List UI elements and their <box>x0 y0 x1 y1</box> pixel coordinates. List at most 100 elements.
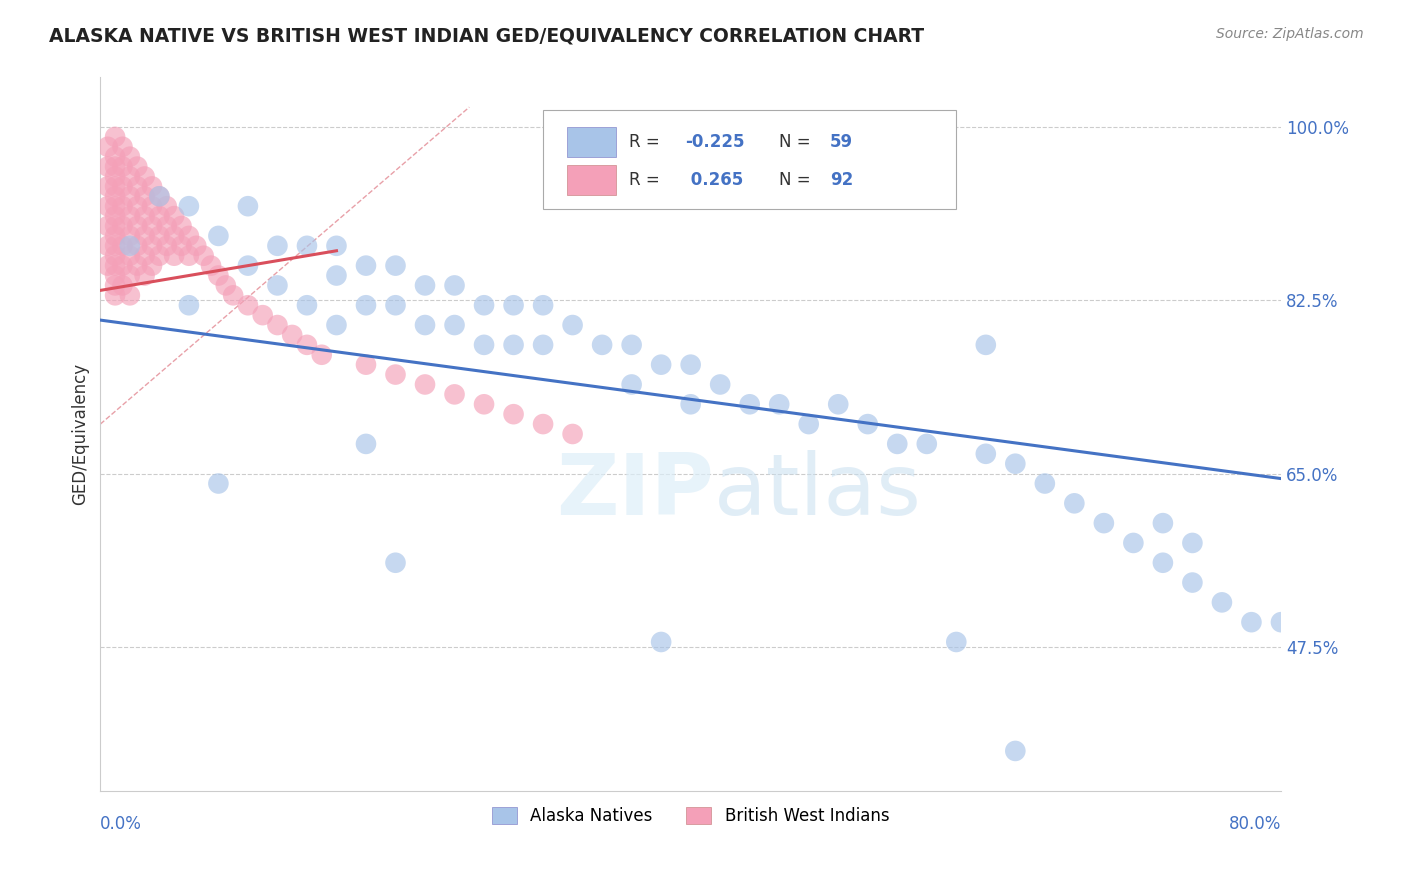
Point <box>1004 457 1026 471</box>
Text: 0.265: 0.265 <box>685 171 742 189</box>
Point <box>104 199 127 213</box>
Point <box>945 635 967 649</box>
Point <box>118 268 141 283</box>
Text: N =: N = <box>779 171 815 189</box>
Point <box>104 219 127 233</box>
Point <box>561 318 583 332</box>
Point <box>215 278 238 293</box>
Point <box>118 249 141 263</box>
Point <box>236 298 259 312</box>
Point <box>97 140 120 154</box>
Point <box>170 239 193 253</box>
Point <box>163 209 186 223</box>
Text: 0.0%: 0.0% <box>100 815 142 833</box>
Point <box>111 259 134 273</box>
Point <box>141 239 163 253</box>
Point <box>266 318 288 332</box>
Bar <box>567 128 616 157</box>
FancyBboxPatch shape <box>543 110 956 210</box>
Point <box>111 239 134 253</box>
Point <box>384 298 406 312</box>
Point <box>141 179 163 194</box>
Point <box>1270 615 1292 630</box>
Legend: Alaska Natives, British West Indians: Alaska Natives, British West Indians <box>485 801 896 832</box>
Point <box>177 199 200 213</box>
Point <box>118 239 141 253</box>
Point <box>354 358 377 372</box>
Point <box>1181 575 1204 590</box>
Point <box>193 249 215 263</box>
Point <box>1152 556 1174 570</box>
Text: N =: N = <box>779 133 815 152</box>
Point <box>156 219 179 233</box>
Point <box>295 338 318 352</box>
Point <box>97 199 120 213</box>
Point <box>104 150 127 164</box>
Point <box>1211 595 1233 609</box>
Point <box>354 437 377 451</box>
Point <box>1092 516 1115 530</box>
Point <box>104 189 127 203</box>
Point <box>97 259 120 273</box>
Point <box>127 160 149 174</box>
Point <box>127 179 149 194</box>
Point <box>118 189 141 203</box>
Point <box>236 199 259 213</box>
Point <box>738 397 761 411</box>
Y-axis label: GED/Equivalency: GED/Equivalency <box>72 363 89 505</box>
Point <box>325 239 347 253</box>
Point <box>104 129 127 144</box>
Point <box>134 209 156 223</box>
Point <box>295 298 318 312</box>
Point <box>104 278 127 293</box>
Bar <box>567 165 616 195</box>
Point <box>207 268 229 283</box>
Point <box>295 239 318 253</box>
Point <box>148 209 170 223</box>
Point <box>97 219 120 233</box>
Point <box>281 328 304 343</box>
Point <box>127 259 149 273</box>
Point <box>148 189 170 203</box>
Point <box>679 397 702 411</box>
Point <box>111 219 134 233</box>
Point <box>1122 536 1144 550</box>
Point <box>200 259 222 273</box>
Text: ZIP: ZIP <box>557 450 714 533</box>
Point <box>472 298 495 312</box>
Point <box>679 358 702 372</box>
Point <box>127 219 149 233</box>
Point <box>111 140 134 154</box>
Point <box>156 199 179 213</box>
Point <box>1181 536 1204 550</box>
Point <box>118 150 141 164</box>
Point <box>207 228 229 243</box>
Text: 59: 59 <box>830 133 853 152</box>
Point <box>768 397 790 411</box>
Point <box>177 228 200 243</box>
Point <box>974 447 997 461</box>
Point <box>127 199 149 213</box>
Point <box>104 259 127 273</box>
Point <box>222 288 245 302</box>
Point <box>236 259 259 273</box>
Text: Source: ZipAtlas.com: Source: ZipAtlas.com <box>1216 27 1364 41</box>
Point <box>104 160 127 174</box>
Point <box>1152 516 1174 530</box>
Point <box>104 249 127 263</box>
Point <box>141 199 163 213</box>
Point <box>325 318 347 332</box>
Point <box>266 239 288 253</box>
Point <box>207 476 229 491</box>
Point <box>177 298 200 312</box>
Point <box>856 417 879 431</box>
Point <box>97 179 120 194</box>
Text: ALASKA NATIVE VS BRITISH WEST INDIAN GED/EQUIVALENCY CORRELATION CHART: ALASKA NATIVE VS BRITISH WEST INDIAN GED… <box>49 27 924 45</box>
Point <box>104 228 127 243</box>
Point <box>118 228 141 243</box>
Point <box>443 318 465 332</box>
Point <box>111 278 134 293</box>
Point <box>97 239 120 253</box>
Point <box>104 179 127 194</box>
Point <box>104 169 127 184</box>
